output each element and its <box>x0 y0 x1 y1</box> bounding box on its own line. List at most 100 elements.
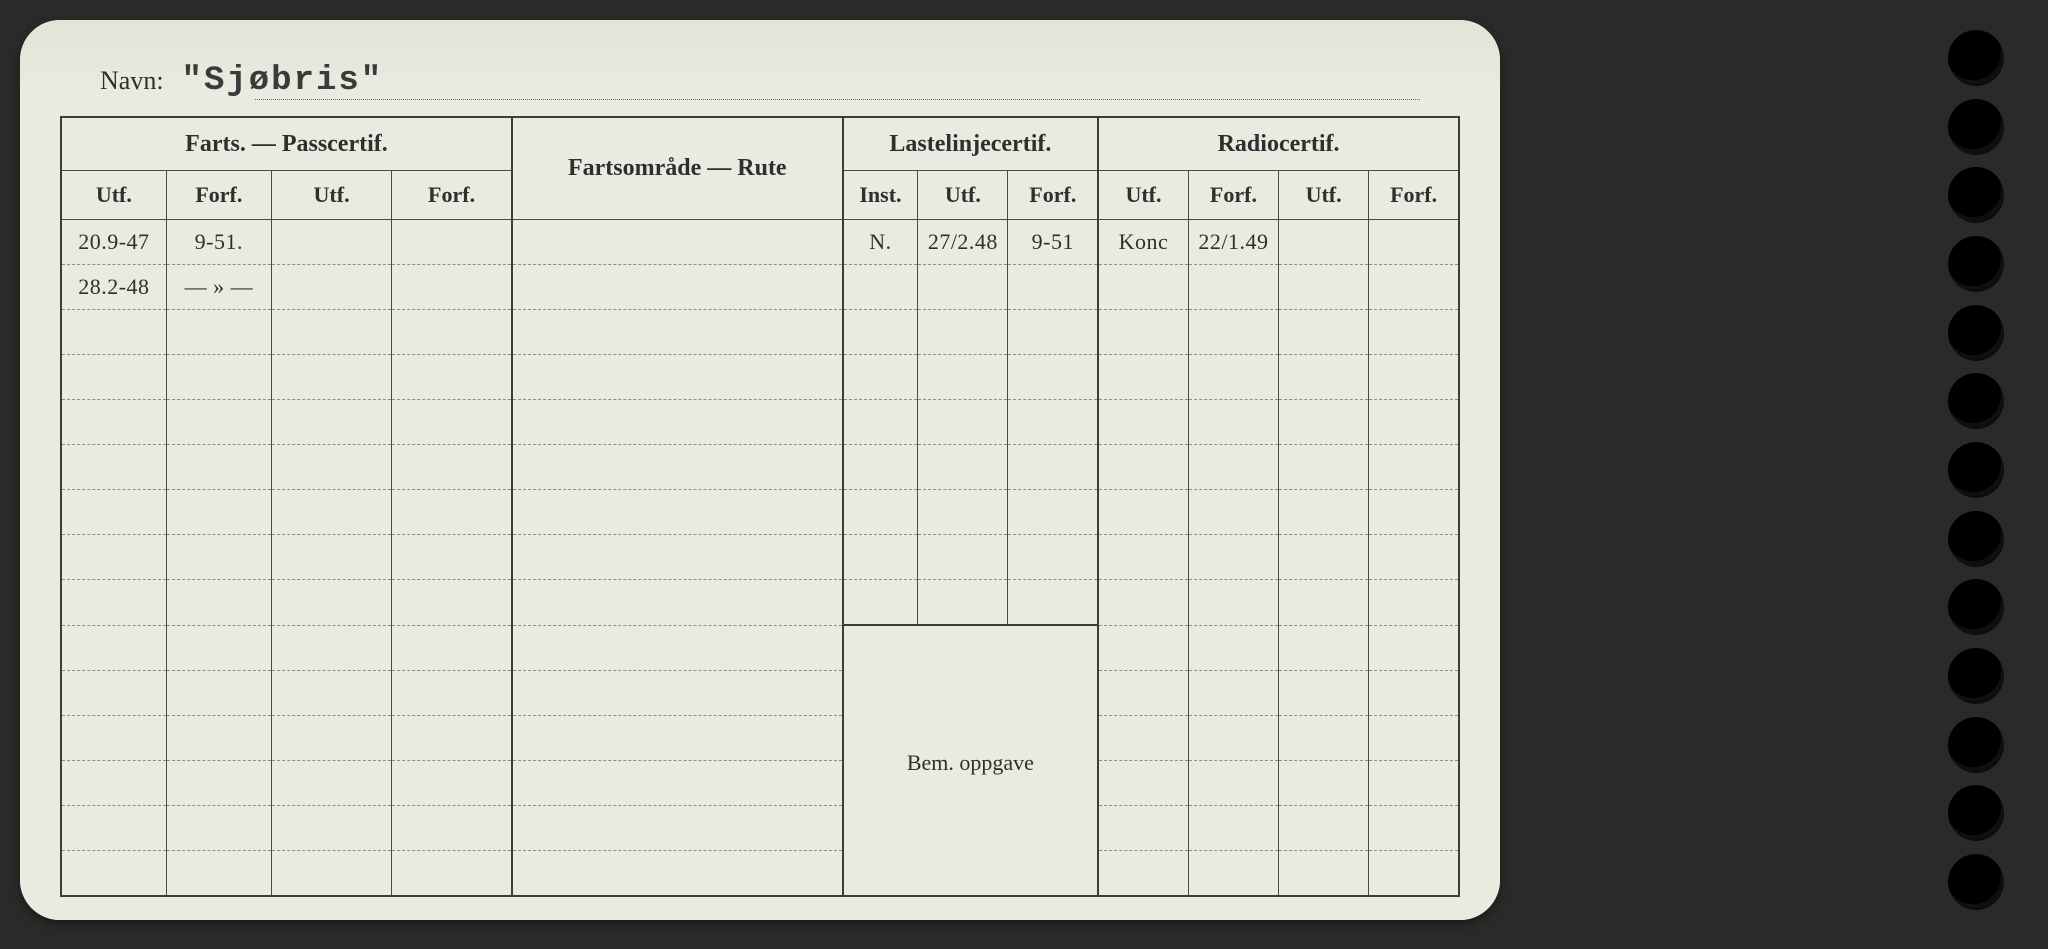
cell <box>918 310 1008 355</box>
cell <box>1369 265 1459 310</box>
cell <box>271 535 391 580</box>
cell <box>512 220 843 265</box>
table-row <box>61 805 1459 850</box>
cell <box>1279 355 1369 400</box>
bem-label: Bem. oppgave <box>844 744 1098 776</box>
cell <box>1369 535 1459 580</box>
cell <box>1188 355 1278 400</box>
cell <box>271 805 391 850</box>
cell <box>512 850 843 896</box>
hdr-radio: Radiocertif. <box>1098 117 1459 171</box>
table-row <box>61 355 1459 400</box>
cell <box>1369 490 1459 535</box>
cell <box>1188 265 1278 310</box>
cell <box>61 805 166 850</box>
cell <box>166 715 271 760</box>
table-row <box>61 760 1459 805</box>
cell <box>166 535 271 580</box>
cell <box>166 355 271 400</box>
cell <box>61 715 166 760</box>
sub-forf: Forf. <box>392 171 512 220</box>
cell <box>271 400 391 445</box>
cell <box>1098 670 1188 715</box>
cell <box>1098 265 1188 310</box>
cell <box>512 805 843 850</box>
cell <box>61 355 166 400</box>
sub-utf: Utf. <box>1098 171 1188 220</box>
table-wrap: Farts. — Passcertif. Fartsområde — Rute … <box>60 116 1460 920</box>
cell <box>1279 490 1369 535</box>
cell <box>1369 715 1459 760</box>
cell <box>1188 490 1278 535</box>
sub-forf: Forf. <box>1188 171 1278 220</box>
cell <box>166 850 271 896</box>
cell <box>512 670 843 715</box>
cell <box>392 670 512 715</box>
punch-hole-icon <box>1948 854 2004 910</box>
cell <box>1369 625 1459 670</box>
cell <box>1279 580 1369 626</box>
cell <box>392 445 512 490</box>
cell <box>166 445 271 490</box>
cell <box>1279 535 1369 580</box>
cell <box>1369 355 1459 400</box>
punch-hole-icon <box>1948 236 2004 292</box>
table-row: Bem. oppgave <box>61 625 1459 670</box>
sub-forf: Forf. <box>166 171 271 220</box>
certificate-table: Farts. — Passcertif. Fartsområde — Rute … <box>60 116 1460 897</box>
cell <box>512 400 843 445</box>
cell <box>1369 760 1459 805</box>
table-row: 20.9-47 9-51. N. 27/2.48 9-51 Konc 22/1.… <box>61 220 1459 265</box>
cell <box>1279 310 1369 355</box>
cell: 27/2.48 <box>918 220 1008 265</box>
cell <box>1188 580 1278 626</box>
table-row <box>61 400 1459 445</box>
punch-hole-icon <box>1948 785 2004 841</box>
cell <box>61 760 166 805</box>
cell: 22/1.49 <box>1188 220 1278 265</box>
punch-hole-icon <box>1948 511 2004 567</box>
hdr-laste: Lastelinjecertif. <box>843 117 1099 171</box>
cell <box>843 490 918 535</box>
punch-hole-icon <box>1948 99 2004 155</box>
cell <box>271 445 391 490</box>
name-label: Navn: <box>100 66 164 100</box>
cell <box>271 715 391 760</box>
cell <box>166 490 271 535</box>
cell <box>1188 625 1278 670</box>
cell <box>918 445 1008 490</box>
cell <box>271 625 391 670</box>
table-row: 28.2-48 — » — <box>61 265 1459 310</box>
table-row <box>61 670 1459 715</box>
cell <box>843 445 918 490</box>
cell: 9-51. <box>166 220 271 265</box>
cell <box>1369 805 1459 850</box>
cell <box>271 760 391 805</box>
cell <box>1188 535 1278 580</box>
cell <box>1279 220 1369 265</box>
punch-hole-icon <box>1948 167 2004 223</box>
cell <box>166 625 271 670</box>
cell <box>1279 715 1369 760</box>
cell <box>1008 490 1098 535</box>
cell: 28.2-48 <box>61 265 166 310</box>
cell <box>1188 715 1278 760</box>
cell <box>512 310 843 355</box>
cell <box>843 310 918 355</box>
cell <box>392 580 512 626</box>
cell <box>1188 760 1278 805</box>
table-row <box>61 715 1459 760</box>
table-row <box>61 580 1459 626</box>
cell <box>61 310 166 355</box>
table-body: 20.9-47 9-51. N. 27/2.48 9-51 Konc 22/1.… <box>61 220 1459 896</box>
table-row <box>61 850 1459 896</box>
cell <box>1188 670 1278 715</box>
cell <box>392 490 512 535</box>
cell: 20.9-47 <box>61 220 166 265</box>
cell <box>1188 445 1278 490</box>
cell <box>1098 355 1188 400</box>
cell <box>166 310 271 355</box>
cell <box>512 490 843 535</box>
cell <box>392 715 512 760</box>
cell <box>61 445 166 490</box>
